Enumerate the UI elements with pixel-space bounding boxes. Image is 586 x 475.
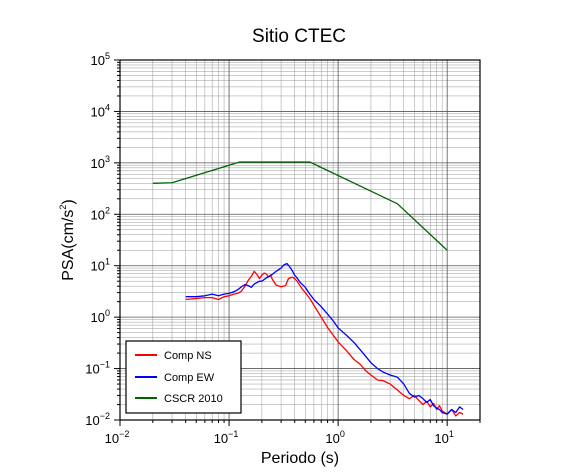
y-tick-label-base: 10 [91, 259, 105, 274]
x-tick-label-exp: 0 [340, 429, 345, 439]
series-line-comp-ew [185, 262, 464, 415]
x-tick-label: 10−1 [214, 429, 239, 446]
y-tick-label: 104 [91, 102, 110, 119]
x-tick-label-exp: −2 [119, 429, 129, 439]
grid-minor [120, 60, 481, 420]
y-tick-label-base: 10 [85, 413, 99, 428]
y-axis-label-main: PSA(cm/s [60, 210, 77, 281]
y-tick-label-exp: 3 [105, 154, 110, 164]
legend-item-ns: Comp NS [135, 350, 212, 362]
legend-label-cscr: CSCR 2010 [164, 393, 223, 405]
series-layer [152, 161, 464, 417]
plot-frame [119, 59, 481, 421]
y-tick-label: 10−1 [85, 360, 110, 377]
y-tick-label-base: 10 [91, 156, 105, 171]
x-tick-label-exp: −1 [228, 429, 238, 439]
x-tick-label: 10−2 [105, 429, 130, 446]
y-tick-label-base: 10 [85, 362, 99, 377]
y-tick-label: 101 [91, 257, 110, 274]
x-tick-label-base: 10 [214, 431, 228, 446]
y-tick-label-base: 10 [91, 207, 105, 222]
y-axis-label-sup: 2 [58, 205, 68, 210]
y-tick-label-exp: −2 [100, 411, 110, 421]
y-tick-label: 105 [91, 51, 110, 68]
y-tick-label: 100 [91, 308, 110, 325]
y-tick-label: 10−2 [85, 411, 110, 428]
series-line-comp-ns [185, 270, 464, 417]
x-tick-label-base: 10 [105, 431, 119, 446]
legend-item-ew: Comp EW [135, 372, 215, 384]
legend-item-cscr: CSCR 2010 [135, 393, 223, 405]
y-tick-label: 103 [91, 154, 110, 171]
y-tick-label-exp: 4 [105, 102, 110, 112]
y-axis-label: PSA(cm/s2) [58, 199, 77, 280]
y-tick-label-base: 10 [91, 104, 105, 119]
y-tick-label-exp: 1 [105, 257, 110, 267]
x-tick-label: 100 [325, 429, 344, 446]
y-tick-label-exp: 2 [105, 205, 110, 215]
chart-title: Sitio CTEC [252, 26, 346, 47]
legend-label-ew: Comp EW [164, 372, 215, 384]
axis-ticks [114, 59, 481, 426]
y-tick-label: 102 [91, 205, 110, 222]
series-line-cscr-2010 [152, 161, 448, 251]
legend: Comp NS Comp EW CSCR 2010 [125, 340, 242, 414]
y-axis-label-end: ) [60, 199, 77, 204]
x-axis-label: Periodo (s) [261, 450, 339, 467]
y-tick-label-exp: −1 [100, 360, 110, 370]
y-tick-label-base: 10 [91, 310, 105, 325]
x-tick-labels: 10−2 10−1 100 101 [105, 429, 454, 446]
legend-label-ns: Comp NS [164, 350, 212, 362]
y-tick-label-base: 10 [91, 53, 105, 68]
y-tick-label-exp: 5 [105, 51, 110, 61]
x-tick-label-exp: 1 [449, 429, 454, 439]
y-tick-label-exp: 0 [105, 308, 110, 318]
x-tick-label-base: 10 [434, 431, 448, 446]
x-tick-label: 101 [434, 429, 453, 446]
x-tick-label-base: 10 [325, 431, 339, 446]
